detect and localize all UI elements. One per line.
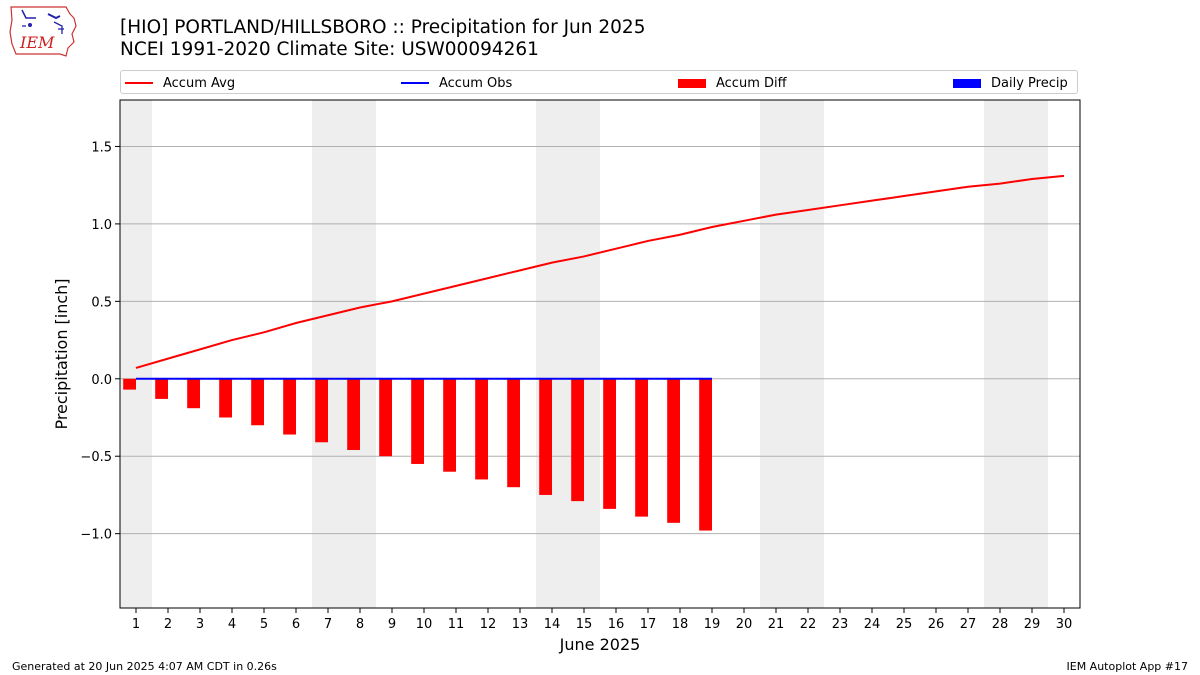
accum-diff-bar <box>571 378 584 502</box>
legend: Accum Avg Accum Obs Accum Diff Daily Pre… <box>120 70 1078 94</box>
x-tick-label: 7 <box>324 617 332 632</box>
iem-logo: IEM <box>8 4 80 60</box>
accum-diff-bar <box>411 378 424 464</box>
accum-diff-bar <box>251 378 264 426</box>
weekend-band <box>312 100 376 608</box>
accum-diff-bar <box>635 378 648 517</box>
legend-label: Accum Avg <box>163 75 236 91</box>
x-tick-label: 14 <box>544 617 561 632</box>
x-tick-label: 21 <box>768 617 785 632</box>
x-tick-label: 2 <box>164 617 172 632</box>
accum-diff-bar <box>667 378 680 523</box>
accum-diff-bar <box>347 378 360 451</box>
accum-diff-bar <box>123 378 136 390</box>
chart-title: [HIO] PORTLAND/HILLSBORO :: Precipitatio… <box>120 17 645 61</box>
x-axis-label: June 2025 <box>559 635 641 654</box>
series-lines <box>135 174 1065 380</box>
weekend-band <box>120 100 152 608</box>
x-tick-label: 29 <box>1024 617 1041 632</box>
accum-diff-bar <box>443 378 456 472</box>
app-label: IEM Autoplot App #17 <box>1066 660 1189 673</box>
accum-diff-bar <box>475 378 488 480</box>
accum-diff-bar <box>507 378 520 488</box>
x-tick-label: 1 <box>132 617 140 632</box>
x-tick-label: 28 <box>992 617 1009 632</box>
y-tick-label: 0.5 <box>91 295 112 310</box>
accum-diff-bar <box>219 378 232 418</box>
legend-item-accum-avg: Accum Avg <box>125 74 235 92</box>
plot-frame <box>119 99 1081 609</box>
legend-swatch-blue-line <box>401 82 429 84</box>
legend-label: Accum Obs <box>439 75 513 91</box>
x-tick-label: 18 <box>672 617 689 632</box>
x-tick-label: 23 <box>832 617 849 632</box>
x-tick-label: 30 <box>1056 617 1073 632</box>
x-tick-label: 4 <box>228 617 236 632</box>
x-tick-label: 9 <box>388 617 396 632</box>
x-tick-label: 6 <box>292 617 300 632</box>
x-tick-label: 11 <box>448 617 465 632</box>
accum-diff-bar <box>699 378 712 531</box>
y-tick-label: 0.0 <box>91 373 112 388</box>
y-tick-label: 1.0 <box>91 218 112 233</box>
x-tick-label: 5 <box>260 617 268 632</box>
x-tick-label: 10 <box>416 617 433 632</box>
legend-item-accum-diff: Accum Diff <box>678 74 787 92</box>
accum-avg-line <box>135 174 1065 369</box>
x-tick-label: 15 <box>576 617 593 632</box>
title-line-1: [HIO] PORTLAND/HILLSBORO :: Precipitatio… <box>120 17 646 38</box>
accum-diff-bar <box>603 378 616 509</box>
x-tick-label: 25 <box>896 617 913 632</box>
legend-item-accum-obs: Accum Obs <box>401 74 512 92</box>
y-tick-label: 1.5 <box>91 140 112 155</box>
logo-text: IEM <box>19 33 55 52</box>
y-tick-label: −0.5 <box>80 450 112 465</box>
legend-label: Accum Diff <box>716 75 787 91</box>
x-tick-label: 26 <box>928 617 945 632</box>
generated-timestamp: Generated at 20 Jun 2025 4:07 AM CDT in … <box>12 660 277 673</box>
legend-swatch-red-bar <box>678 78 706 88</box>
iowa-state-outline-icon: IEM <box>9 6 77 57</box>
legend-item-daily-precip: Daily Precip <box>953 74 1068 92</box>
y-tick-label: −1.0 <box>80 528 112 543</box>
x-tick-label: 17 <box>640 617 657 632</box>
x-axis-ticks: 1 2 3 4 5 6 7 8 9 10 11 12 13 14 15 16 17 18 19 20 21 22 23 24 2… <box>132 608 1072 632</box>
accum-diff-bar <box>187 378 200 409</box>
legend-swatch-red-line <box>125 82 153 84</box>
x-tick-label: 27 <box>960 617 977 632</box>
accum-diff-bars <box>123 378 712 531</box>
x-tick-label: 8 <box>356 617 364 632</box>
y-axis-label: Precipitation [inch] <box>52 278 71 429</box>
legend-swatch-blue-bar <box>953 78 981 88</box>
weekend-band <box>536 100 600 608</box>
weekend-band <box>760 100 824 608</box>
title-line-2: NCEI 1991-2020 Climate Site: USW00094261 <box>120 39 539 60</box>
x-tick-label: 24 <box>864 617 881 632</box>
accum-diff-bar <box>315 378 328 443</box>
x-tick-label: 20 <box>736 617 753 632</box>
accum-diff-bar <box>283 378 296 435</box>
x-tick-label: 22 <box>800 617 817 632</box>
x-tick-label: 16 <box>608 617 625 632</box>
weekend-band <box>984 100 1048 608</box>
weekend-bands <box>120 100 1048 608</box>
accum-diff-bar <box>379 378 392 457</box>
legend-label: Daily Precip <box>991 75 1068 91</box>
x-tick-label: 19 <box>704 617 721 632</box>
y-axis-ticks: −1.0 −0.5 0.0 0.5 1.0 1.5 <box>80 140 120 543</box>
x-tick-label: 3 <box>196 617 204 632</box>
accum-diff-bar <box>539 378 552 495</box>
accum-diff-bar <box>155 378 168 399</box>
x-tick-label: 13 <box>512 617 529 632</box>
x-tick-label: 12 <box>480 617 497 632</box>
